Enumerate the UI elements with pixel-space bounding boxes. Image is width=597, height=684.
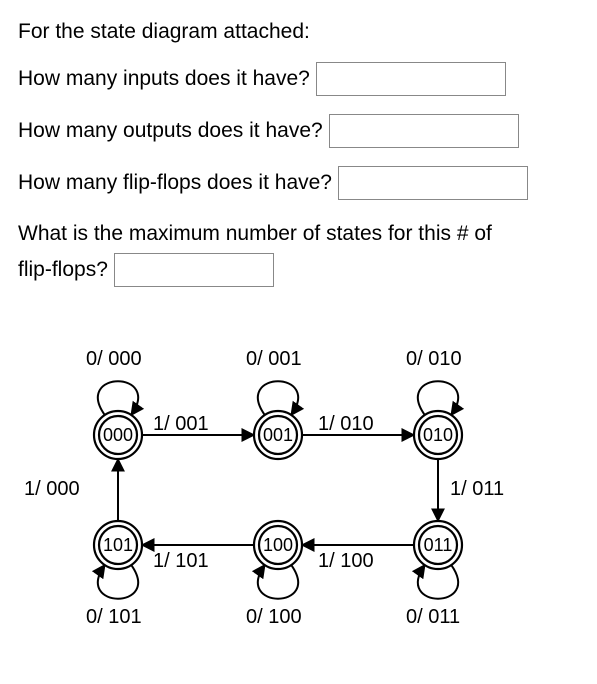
edge-label-100-101: 1/ 101: [153, 550, 209, 572]
question-inputs: How many inputs does it have?: [18, 62, 579, 96]
answer-flipflops[interactable]: [338, 166, 528, 200]
state-diagram-svg: 1/ 001 1/ 010 1/ 011 1/ 100 1/ 101 1/ 000 0/ 0…: [18, 315, 578, 635]
question-outputs: How many outputs does it have?: [18, 114, 579, 148]
edge-label-001-010: 1/ 010: [318, 413, 374, 435]
state-label-010: 010: [423, 425, 453, 445]
question-flipflops-text: How many flip-flops does it have?: [18, 167, 332, 199]
selfloop-label-000: 0/ 000: [86, 348, 142, 370]
question-outputs-text: How many outputs does it have?: [18, 115, 323, 147]
selfloop-label-001: 0/ 001: [246, 348, 302, 370]
question-maxstates-b: flip-flops?: [18, 253, 579, 287]
answer-inputs[interactable]: [316, 62, 506, 96]
edge-label-000-001: 1/ 001: [153, 413, 209, 435]
state-label-100: 100: [263, 535, 293, 555]
state-label-011: 011: [424, 535, 453, 555]
selfloop-label-101: 0/ 101: [86, 606, 142, 628]
selfloop-label-011: 0/ 011: [406, 606, 460, 628]
selfloop-label-100: 0/ 100: [246, 606, 302, 628]
state-label-000: 000: [103, 425, 133, 445]
edge-label-101-000: 1/ 000: [24, 478, 80, 500]
edge-label-010-011: 1/ 011: [450, 478, 504, 500]
question-maxstates-text-b: flip-flops?: [18, 254, 108, 286]
selfloop-label-010: 0/ 010: [406, 348, 462, 370]
answer-outputs[interactable]: [329, 114, 519, 148]
question-intro-text: For the state diagram attached:: [18, 16, 310, 48]
state-label-001: 001: [263, 425, 293, 445]
question-maxstates-text-a: What is the maximum number of states for…: [18, 218, 492, 250]
state-label-101: 101: [103, 535, 133, 555]
edge-label-011-100: 1/ 100: [318, 550, 374, 572]
question-intro: For the state diagram attached:: [18, 16, 579, 48]
question-inputs-text: How many inputs does it have?: [18, 63, 310, 95]
state-diagram: 1/ 001 1/ 010 1/ 011 1/ 100 1/ 101 1/ 000 0/ 0…: [18, 315, 579, 640]
question-maxstates-a: What is the maximum number of states for…: [18, 218, 579, 250]
question-flipflops: How many flip-flops does it have?: [18, 166, 579, 200]
answer-maxstates[interactable]: [114, 253, 274, 287]
